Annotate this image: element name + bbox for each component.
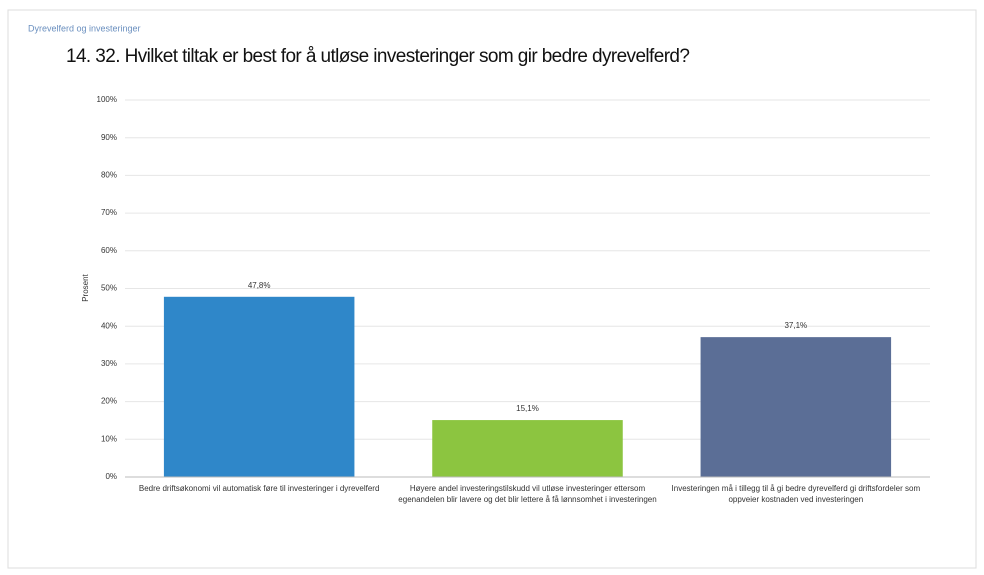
- y-tick-label: 90%: [101, 133, 117, 142]
- y-axis-label: Prosent: [81, 273, 90, 301]
- value-label: 47,8%: [248, 281, 271, 290]
- y-tick-label: 30%: [101, 359, 117, 368]
- y-tick-label: 10%: [101, 434, 117, 443]
- y-tick-label: 0%: [105, 472, 117, 481]
- y-tick-label: 20%: [101, 397, 117, 406]
- value-label: 15,1%: [516, 404, 539, 413]
- x-tick-label: Høyere andel investeringstilskudd vil ut…: [398, 484, 657, 504]
- bar: [700, 337, 892, 477]
- x-tick-label: Investeringen må i tillegg til å gi bedr…: [671, 484, 921, 504]
- y-tick-label: 50%: [101, 284, 117, 293]
- chart-title: 14. 32. Hvilket tiltak er best for å utl…: [66, 46, 689, 67]
- header: Dyrevelferd og investeringer: [28, 23, 141, 33]
- y-tick-label: 70%: [101, 208, 117, 217]
- y-tick-label: 80%: [101, 171, 117, 180]
- bar: [432, 420, 623, 477]
- value-label: 37,1%: [784, 321, 807, 330]
- y-tick-label: 60%: [101, 246, 117, 255]
- bar: [163, 296, 355, 477]
- x-tick-label: Bedre driftsøkonomi vil automatisk føre …: [138, 484, 380, 493]
- y-tick-label: 100%: [97, 95, 117, 104]
- y-tick-label: 40%: [101, 321, 117, 330]
